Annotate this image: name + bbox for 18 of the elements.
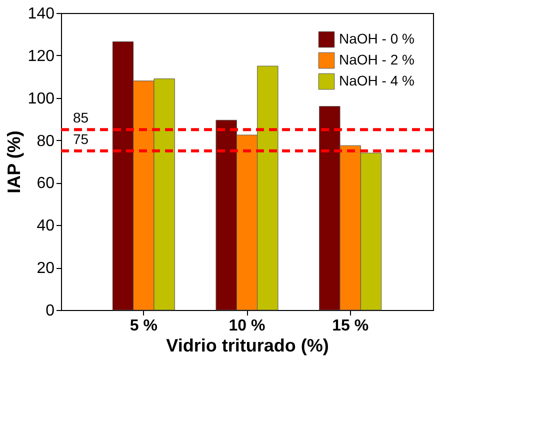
x-axis-title: Vidrio triturado (%) <box>166 336 329 356</box>
y-tick-label: 80 <box>36 132 55 150</box>
y-tick-label: 100 <box>28 90 55 108</box>
legend-label: NaOH - 2 % <box>339 52 414 68</box>
y-tick-label: 140 <box>28 6 55 22</box>
y-tick-label: 120 <box>28 48 55 65</box>
ref-line-label: 85 <box>73 110 89 126</box>
y-tick-label: 60 <box>36 175 55 192</box>
x-tick-label: 10 % <box>228 318 266 334</box>
y-tick-label: 40 <box>36 218 55 235</box>
legend-label: NaOH - 4 % <box>339 72 414 88</box>
x-tick-label: 5 % <box>130 318 158 334</box>
y-axis-title: IAP (%) <box>4 130 24 194</box>
y-tick-label: 0 <box>46 302 55 320</box>
legend-label: NaOH - 0 % <box>339 30 414 46</box>
x-tick-label: 15 % <box>332 318 369 334</box>
ref-line-label: 75 <box>73 130 89 147</box>
y-tick-label: 20 <box>36 260 55 278</box>
